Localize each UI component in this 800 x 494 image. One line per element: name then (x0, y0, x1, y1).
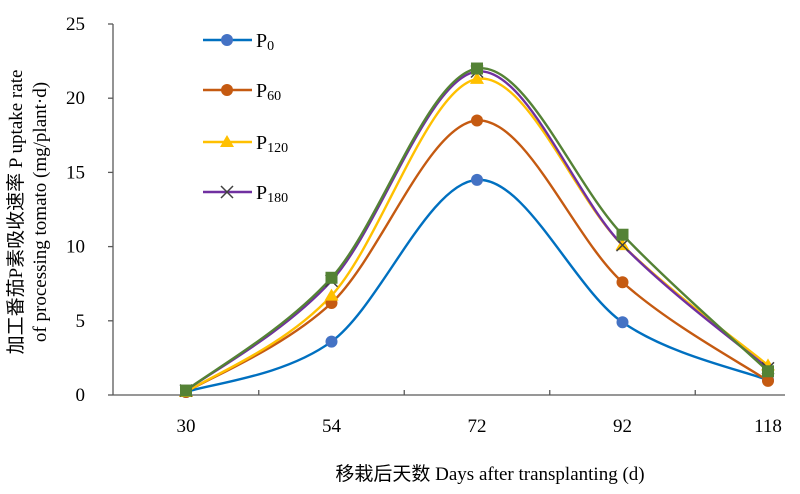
y-tick-label: 5 (76, 311, 86, 332)
data-point-p60 (471, 114, 483, 127)
y-tick-label: 0 (76, 385, 86, 406)
x-tick-label: 54 (322, 416, 342, 437)
data-point-p60 (616, 276, 629, 289)
y-axis-title-line1: 加工番茄P素吸收速率 P uptake rate (5, 70, 27, 355)
axes (108, 23, 785, 396)
data-point-p0 (325, 335, 338, 348)
x-tick-label: 92 (613, 416, 632, 437)
legend-marker-circle-icon (221, 84, 233, 96)
data-point-p120 (470, 71, 484, 84)
data-point-unlabeled (762, 365, 774, 378)
legend: P0 P60 P120 P180 (203, 30, 288, 206)
legend-marker-circle-icon (221, 34, 233, 46)
data-point-p0 (616, 316, 629, 329)
x-tick-label: 30 (177, 416, 196, 437)
data-point-p180 (615, 238, 630, 252)
x-tick-label: 72 (468, 416, 487, 437)
legend-item-p60: P60 (203, 80, 281, 104)
legend-item-p120: P120 (203, 132, 288, 156)
legend-marker-triangle-icon (220, 135, 234, 147)
data-point-unlabeled (325, 271, 338, 284)
legend-label: P180 (256, 182, 288, 206)
data-point-unlabeled (180, 384, 192, 397)
legend-item-p180: P180 (203, 182, 288, 206)
y-tick-label: 10 (66, 237, 85, 258)
legend-item-p0: P0 (203, 30, 274, 54)
series-markers (179, 62, 775, 399)
series-line-p0 (185, 178, 769, 394)
y-tick-label: 20 (66, 88, 85, 109)
legend-marker-x-icon (220, 185, 234, 199)
data-point-p0 (471, 173, 483, 186)
y-tick-label: 25 (66, 14, 85, 35)
legend-label: P120 (256, 132, 288, 156)
data-point-p60 (762, 374, 774, 387)
x-axis-title: 移栽后天数 Days after transplanting (d) (335, 463, 644, 485)
data-point-unlabeled (616, 228, 629, 241)
x-tick-labels: 30 54 72 92 118 (177, 416, 782, 437)
y-axis-title-line2: of processing tomato (mg/plant·d) (30, 82, 51, 342)
data-point-p120 (324, 288, 339, 301)
data-point-unlabeled (471, 62, 483, 75)
legend-label: P60 (256, 80, 281, 104)
legend-label: P0 (256, 30, 274, 54)
y-tick-label: 15 (66, 162, 85, 183)
y-tick-labels: 0 5 10 15 20 25 (66, 14, 85, 406)
x-tick-label: 118 (754, 416, 782, 437)
